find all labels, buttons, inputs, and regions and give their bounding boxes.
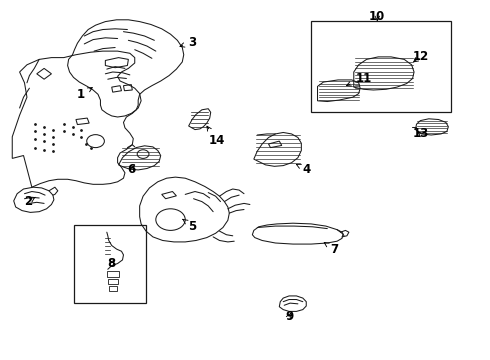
Text: 6: 6: [127, 163, 135, 176]
Text: 14: 14: [207, 126, 225, 147]
Text: 11: 11: [346, 72, 372, 86]
Text: 4: 4: [296, 163, 310, 176]
Bar: [74, 225, 146, 303]
Text: 5: 5: [183, 219, 196, 233]
Bar: [109, 286, 117, 291]
Bar: [107, 271, 119, 277]
Text: 13: 13: [412, 127, 429, 140]
Text: 10: 10: [369, 10, 386, 23]
Text: 9: 9: [285, 310, 293, 323]
Text: 1: 1: [77, 87, 92, 101]
Text: 3: 3: [180, 36, 196, 49]
Bar: [311, 21, 451, 112]
Text: 7: 7: [324, 243, 338, 256]
Text: 12: 12: [412, 50, 429, 63]
Bar: [108, 279, 118, 284]
Text: 2: 2: [24, 195, 35, 208]
Text: 8: 8: [108, 257, 116, 270]
